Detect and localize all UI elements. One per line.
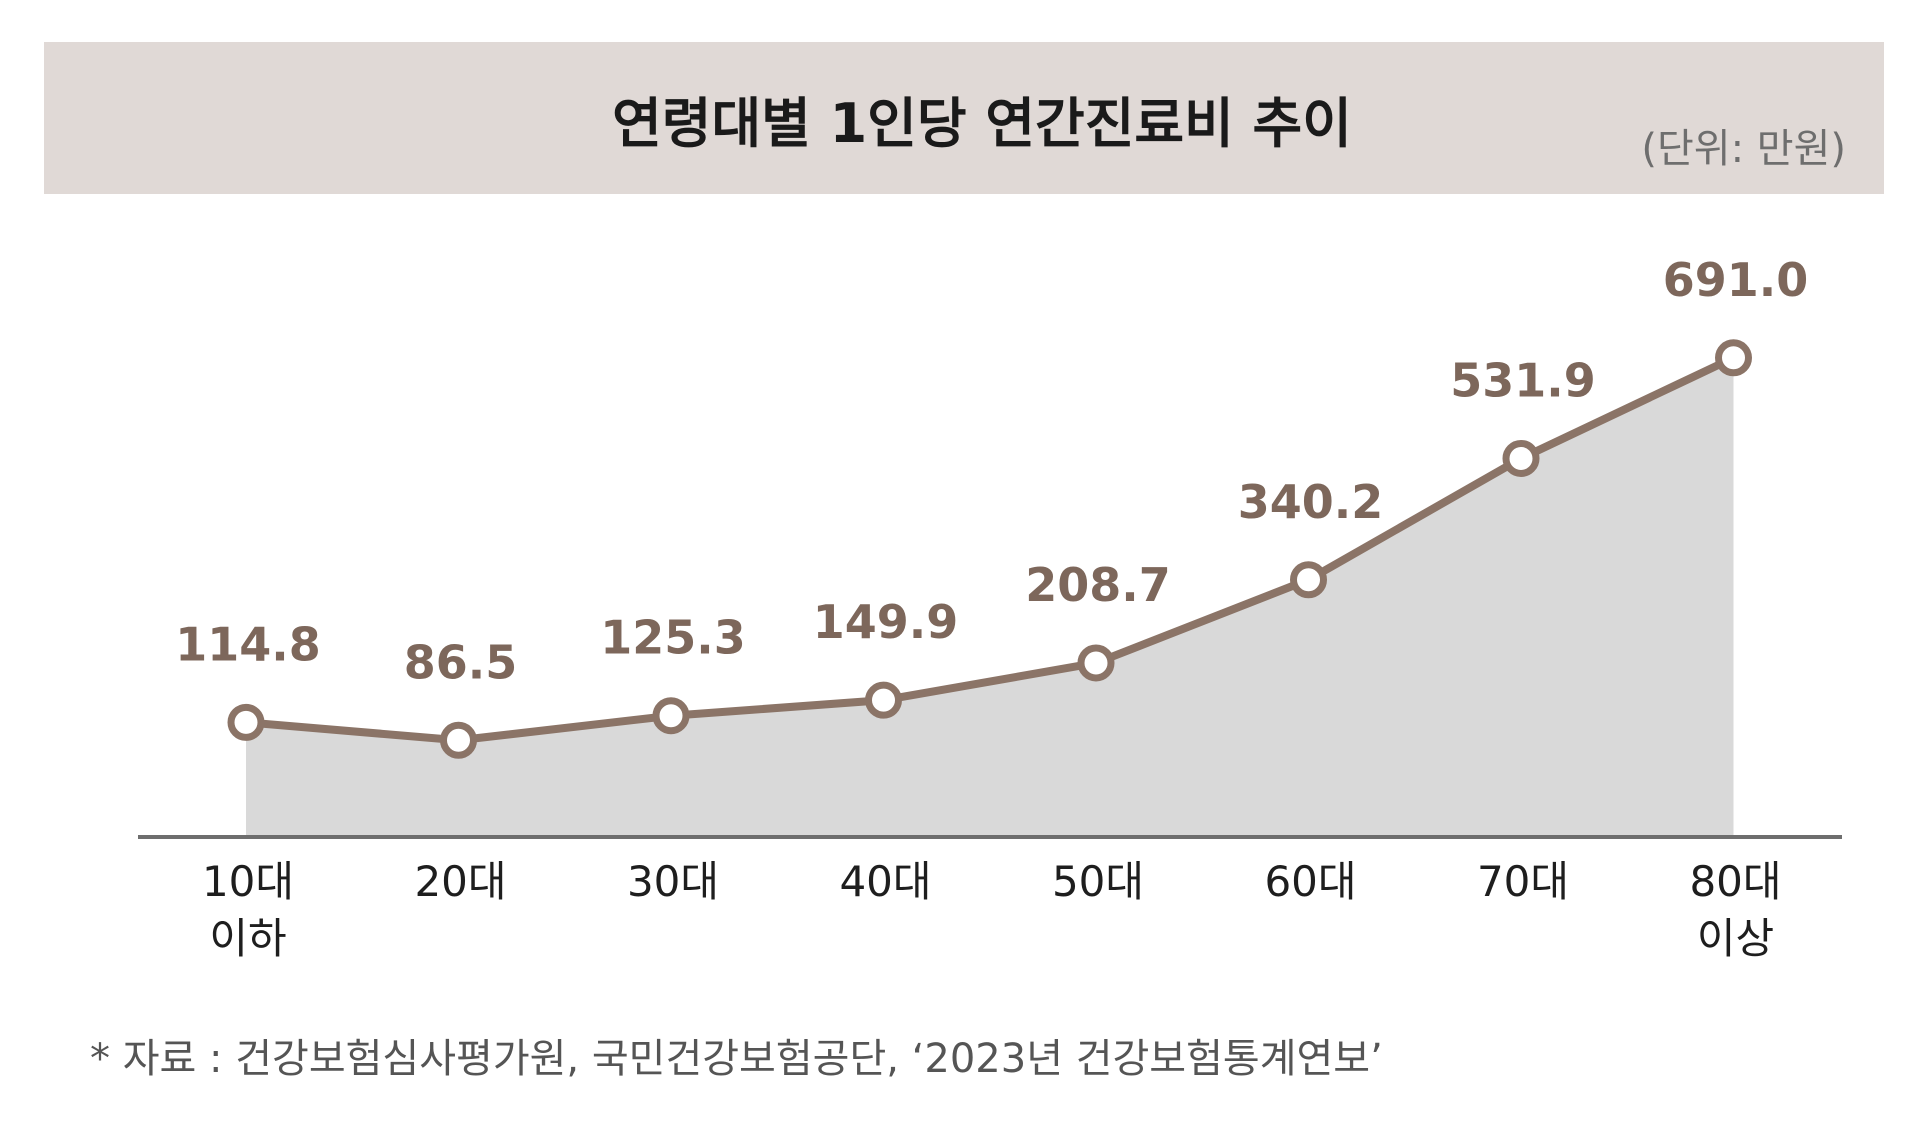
data-label: 691.0 [1663,253,1809,307]
x-tick-label: 80대 [1689,857,1781,906]
x-tick-label: 20대 [414,857,506,906]
data-point [1502,439,1540,477]
data-point [440,721,477,759]
data-point [1290,561,1327,599]
data-point [1715,339,1752,377]
x-tick-label: 60대 [1264,857,1356,906]
area-fill [246,357,1734,837]
data-label: 114.8 [175,617,321,671]
data-label: 149.9 [813,595,959,649]
title-band [44,42,1884,194]
data-label: 208.7 [1025,558,1171,612]
x-tick-label: 40대 [839,857,931,906]
x-tick-label: 이하 [209,914,286,963]
series-line [242,353,1738,745]
data-point [1077,644,1115,682]
data-point [227,703,265,741]
data-label: 531.9 [1450,353,1596,407]
data-point [865,681,902,719]
x-tick-label: 50대 [1052,857,1144,906]
x-tick-label: 70대 [1477,857,1569,906]
x-tick-label: 10대 [202,857,294,906]
unit-label: (단위: 만원) [1641,126,1846,172]
x-tick-label: 30대 [627,857,719,906]
plot-area: 114.8 86.5 125.3 149.9 208.7 340.2 531.9 691.0 [175,253,1808,837]
x-tick-label: 이상 [1697,914,1774,963]
data-label: 340.2 [1238,475,1384,529]
source-note: * 자료 : 건강보험심사평가원, 국민건강보험공단, ‘2023년 건강보험통… [90,1036,1383,1082]
data-label: 86.5 [404,635,518,689]
chart-title: 연령대별 1인당 연간진료비 추이 [612,92,1352,155]
data-label: 125.3 [600,611,746,665]
data-point [652,697,690,735]
